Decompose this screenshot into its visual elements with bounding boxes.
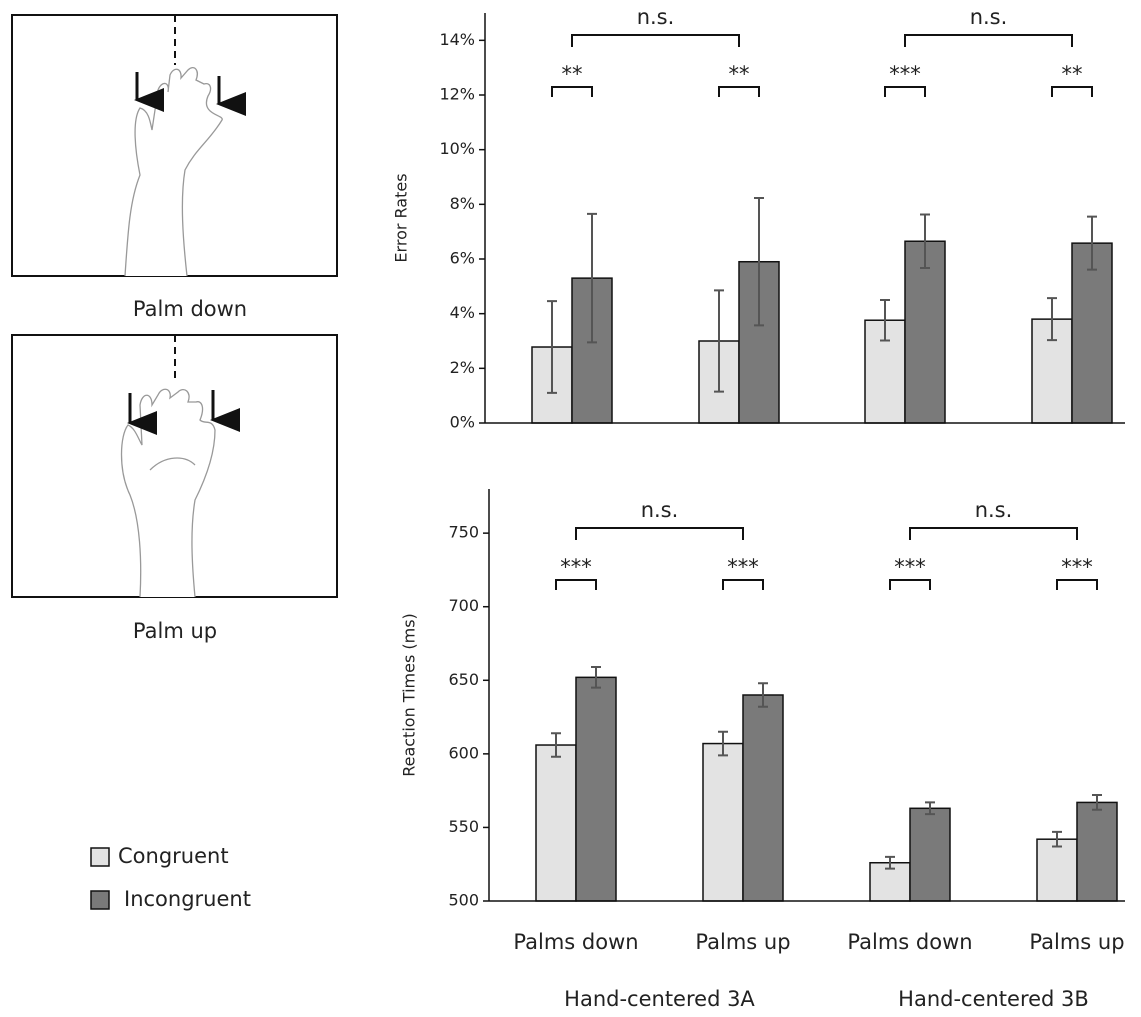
error-bar: [1047, 297, 1057, 342]
error-bar: [880, 299, 890, 342]
significance-label: n.s.: [637, 5, 675, 29]
error-bar: [718, 730, 728, 757]
significance-label: ***: [1061, 555, 1093, 579]
error-bar: [547, 300, 557, 394]
legend-swatch: [90, 847, 110, 867]
significance-label: **: [1062, 62, 1083, 86]
y-tick-label: 750: [448, 523, 479, 542]
y-tick-label: 10%: [439, 139, 475, 158]
bar: [535, 744, 577, 902]
significance-label: ***: [727, 555, 759, 579]
significance-label: ***: [560, 555, 592, 579]
error-bar: [920, 213, 930, 270]
significance-bracket: [1056, 579, 1098, 590]
error-bar: [587, 212, 597, 344]
significance-bracket: [551, 86, 593, 97]
bar: [575, 676, 617, 902]
significance-label: n.s.: [970, 5, 1008, 29]
significance-bracket: [722, 579, 764, 590]
y-tick-label: 4%: [450, 303, 475, 322]
bar: [1076, 801, 1118, 902]
hand-drawing: [120, 388, 216, 598]
significance-bracket: [718, 86, 760, 97]
error-bar: [925, 801, 935, 816]
y-tick-label: 2%: [450, 358, 475, 377]
legend-swatch: [90, 890, 110, 910]
significance-bracket: [555, 579, 597, 590]
significance-label: **: [562, 62, 583, 86]
error-bar: [754, 197, 764, 327]
y-tick-label: 600: [448, 743, 479, 762]
significance-label: n.s.: [641, 498, 679, 522]
hand-drawing: [124, 66, 223, 277]
significance-bracket: [571, 34, 740, 47]
error-bar: [714, 289, 724, 393]
significance-bracket: [884, 86, 926, 97]
group-label: Hand-centered 3A: [564, 987, 755, 1011]
error-bar: [758, 682, 768, 708]
y-tick-label: 550: [448, 817, 479, 836]
error-bar: [1092, 794, 1102, 811]
y-tick-label: 14%: [439, 30, 475, 49]
y-tick-label: 8%: [450, 194, 475, 213]
legend-label: Incongruent: [124, 887, 251, 911]
x-tick-label: Palms up: [695, 930, 790, 954]
significance-bracket: [909, 527, 1078, 540]
bar: [1071, 242, 1113, 424]
panel-caption: Palm up: [133, 619, 217, 643]
y-tick-label: 700: [448, 596, 479, 615]
y-tick-label: 6%: [450, 249, 475, 268]
significance-bracket: [904, 34, 1073, 47]
error-bar: [1052, 830, 1062, 848]
y-tick-label: 500: [448, 891, 479, 910]
significance-label: ***: [894, 555, 926, 579]
group-label: Hand-centered 3B: [898, 987, 1089, 1011]
y-axis-title: Reaction Times (ms): [400, 613, 419, 777]
bar: [1036, 838, 1078, 902]
panel-caption: Palm down: [133, 297, 247, 321]
bar: [702, 742, 744, 902]
error-bar: [591, 666, 601, 689]
bar: [742, 694, 784, 902]
significance-bracket: [889, 579, 931, 590]
legend-label: Congruent: [118, 844, 229, 868]
y-tick-label: 650: [448, 670, 479, 689]
bar: [904, 240, 946, 424]
x-tick-label: Palms down: [847, 930, 972, 954]
significance-bracket: [575, 527, 744, 540]
y-tick-label: 12%: [439, 85, 475, 104]
y-tick-label: 0%: [450, 413, 475, 432]
x-tick-label: Palms down: [513, 930, 638, 954]
significance-bracket: [1051, 86, 1093, 97]
x-tick-label: Palms up: [1029, 930, 1124, 954]
significance-label: n.s.: [975, 498, 1013, 522]
error-bar: [551, 732, 561, 758]
significance-label: ***: [889, 62, 921, 86]
error-bar: [885, 855, 895, 870]
y-axis-title: Error Rates: [392, 173, 411, 262]
error-bar: [1087, 215, 1097, 271]
bar: [909, 807, 951, 902]
significance-label: **: [729, 62, 750, 86]
